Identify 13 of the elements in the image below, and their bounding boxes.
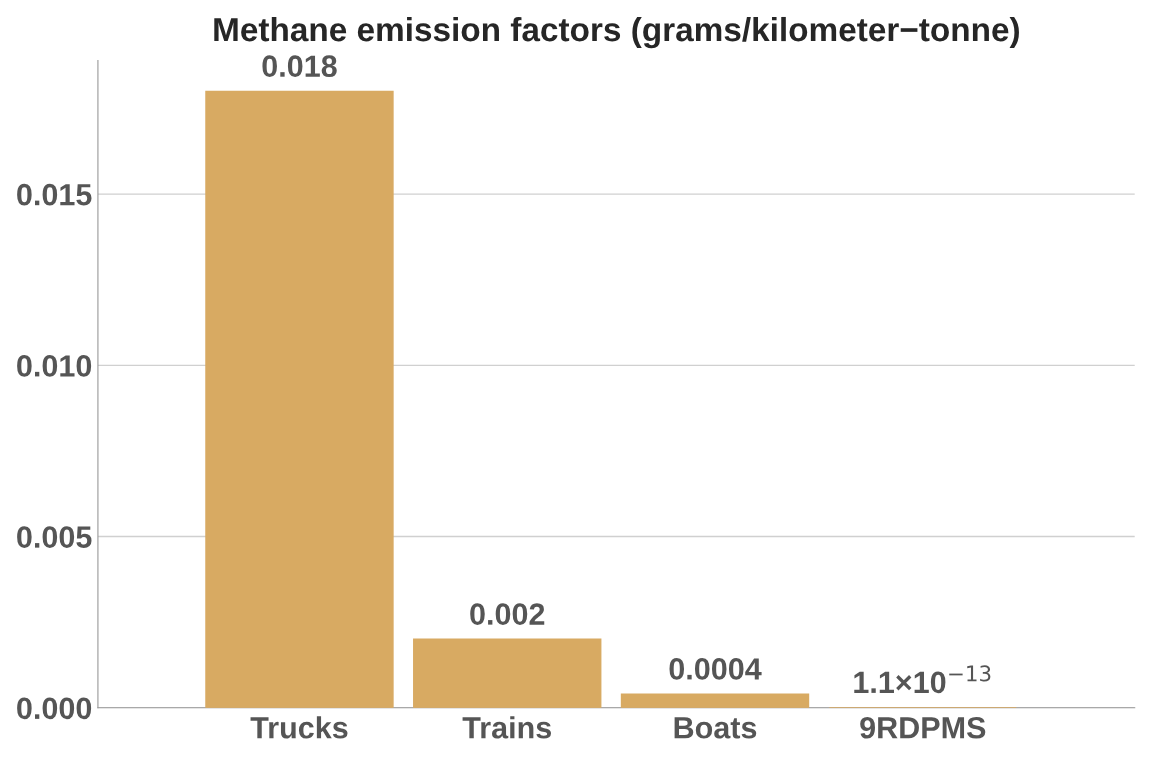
y-tick-label: 0.005 <box>17 526 92 548</box>
x-tick-label: 9RDPMS <box>860 716 986 739</box>
x-tick-label: Trains <box>462 716 551 739</box>
data-label: 0.0004 <box>669 658 762 680</box>
chart-title: Methane emission factors (grams/kilometer−tonne) <box>214 16 1019 49</box>
y-tick-label: 0.000 <box>17 697 92 720</box>
y-tick-label: 0.015 <box>17 183 92 206</box>
data-label: 0.002 <box>470 603 545 625</box>
y-tick-label: 0.010 <box>17 355 92 377</box>
data-label: 0.018 <box>262 55 337 78</box>
x-tick-label: Trucks <box>250 716 348 739</box>
x-tick-label: Boats <box>674 717 757 739</box>
data-label: 1.1×10$^{−13}$ <box>854 665 991 694</box>
